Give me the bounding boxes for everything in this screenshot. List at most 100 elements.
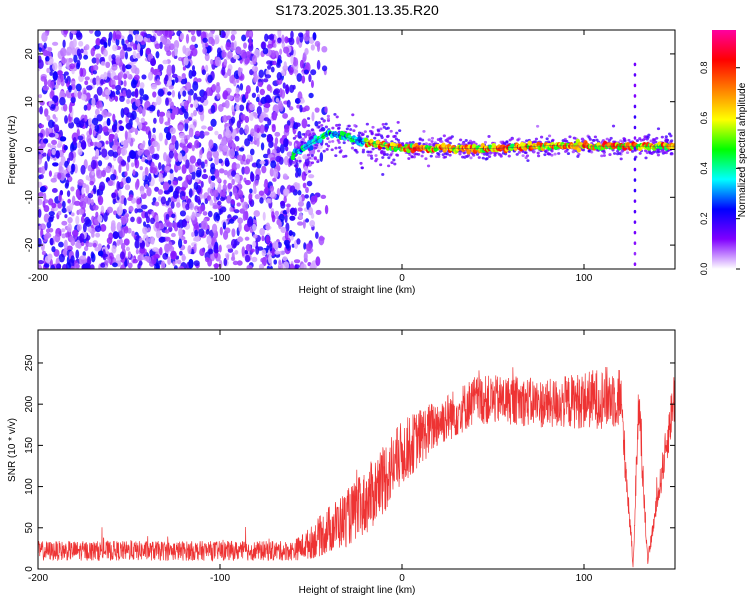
spectrogram-noise-cell xyxy=(204,42,209,48)
spectrogram-spread-cell xyxy=(331,139,335,143)
spectrogram-noise-cell xyxy=(139,87,145,97)
spectrogram-spread-cell xyxy=(352,129,356,133)
colorbar-strip xyxy=(712,30,736,269)
spectrogram-noise-cell xyxy=(271,112,277,121)
spectrogram-noise-cell xyxy=(113,75,120,81)
spectrogram-spread-cell xyxy=(306,124,311,127)
spectrogram-noise-cell xyxy=(270,160,277,169)
spectrogram-noise-cell xyxy=(68,151,74,162)
spectrogram-spread-cell xyxy=(651,150,656,154)
spectrogram-noise-cell xyxy=(244,236,250,241)
spectrogram-noise-cell xyxy=(264,74,272,79)
spectrogram-noise-cell xyxy=(64,214,68,219)
spectrogram-noise-cell xyxy=(248,193,253,201)
spectrogram-noise-cell xyxy=(199,204,206,212)
snr-xtick-label: -100 xyxy=(210,573,230,584)
spectrogram-spread-cell xyxy=(337,126,341,130)
spectrogram-noise-cell xyxy=(38,198,43,206)
spectrogram-noise-cell xyxy=(111,144,118,151)
spectrogram-spread-cell xyxy=(521,154,525,158)
spectrogram-noise-cell xyxy=(255,96,260,103)
colorbar-tick-label: 0.6 xyxy=(699,112,709,125)
spectrogram-noise-cell xyxy=(283,155,289,166)
spectrogram-spread-cell xyxy=(534,137,539,141)
spectrogram-noise-cell xyxy=(107,180,114,186)
spectrogram-noise-cell xyxy=(183,118,190,124)
spectrogram-spread-cell xyxy=(298,135,303,139)
spectrogram-noise-cell xyxy=(210,118,217,127)
spectrogram-noise-cell xyxy=(160,260,166,269)
spectrogram-noise-cell xyxy=(52,62,58,71)
spectrogram-noise-cell xyxy=(305,30,310,38)
spectrogram-noise-cell xyxy=(277,30,282,38)
spectrogram-noise-cell xyxy=(98,100,103,108)
spectrogram-spread-cell xyxy=(611,124,616,128)
spectrogram-noise-cell xyxy=(314,107,320,113)
spectrogram-noise-cell xyxy=(90,159,97,170)
spectrogram-noise-cell xyxy=(91,97,96,107)
spectrogram-noise-cell xyxy=(103,49,108,57)
spectrogram-noise-cell xyxy=(172,180,179,186)
spectrogram-noise-cell xyxy=(260,133,267,138)
spectrogram-noise-cell xyxy=(203,131,210,136)
spectrogram-spread-cell xyxy=(306,117,311,120)
spectrogram-noise-cell xyxy=(100,79,104,86)
spectrogram-noise-cell xyxy=(248,30,253,38)
spectrogram-noise-cell xyxy=(115,57,121,64)
spectrogram-noise-cell xyxy=(97,195,104,206)
spectrogram-noise-cell xyxy=(236,260,243,266)
spectrogram-ytick-label: 10 xyxy=(24,96,35,108)
spectrogram-noise-cell xyxy=(235,145,240,152)
spectrogram-noise-cell xyxy=(116,221,122,232)
spectrogram-noise-cell xyxy=(122,90,126,97)
spectrogram-noise-cell xyxy=(133,74,140,81)
spectrogram-noise-cell xyxy=(145,47,151,56)
spectrogram-noise-cell xyxy=(45,56,50,62)
spectrogram-noise-cell xyxy=(181,195,186,201)
spectrogram-noise-cell xyxy=(39,42,43,49)
spectrogram-spread-cell xyxy=(418,137,422,141)
spectrogram-noise-cell xyxy=(169,171,175,182)
spectrogram-noise-cell xyxy=(63,30,69,35)
spectrogram-spread-cell xyxy=(385,153,389,156)
spectrogram-spread-cell xyxy=(307,170,312,173)
spectrogram-noise-cell xyxy=(268,140,274,149)
spectrogram-noise-cell xyxy=(187,142,193,149)
spectrogram-noise-cell xyxy=(304,194,309,199)
spectrogram-noise-cell xyxy=(274,143,278,150)
spectrogram-noise-cell xyxy=(193,243,197,254)
spectrogram-noise-cell xyxy=(47,47,53,52)
spectrogram-noise-cell xyxy=(266,84,272,91)
spectrogram-noise-cell xyxy=(227,248,234,253)
spectrogram-noise-cell xyxy=(290,30,294,39)
snr-ytick-label: 250 xyxy=(24,354,35,371)
spectrogram-noise-cell xyxy=(134,67,140,76)
spectrogram-noise-cell xyxy=(240,113,246,121)
spectrogram-spread-cell xyxy=(563,150,568,153)
spectrogram-noise-cell xyxy=(93,184,97,195)
spectrogram-noise-cell xyxy=(226,254,230,261)
spectrogram-noise-cell xyxy=(48,198,54,206)
spectrogram-noise-cell xyxy=(222,115,228,123)
spectrogram-noise-cell xyxy=(96,37,101,46)
spectrogram-noise-cell xyxy=(249,112,254,121)
spectrogram-noise-cell xyxy=(246,154,251,160)
spectrogram-noise-cell xyxy=(48,132,56,138)
spectrogram-noise-cell xyxy=(239,83,244,91)
snr-ytick-label: 100 xyxy=(24,478,35,495)
spectrogram-noise-cell xyxy=(202,47,208,55)
spectrogram-noise-cell xyxy=(51,139,58,146)
spectrogram-spread-cell xyxy=(400,142,405,145)
spectrogram-spread-cell xyxy=(644,156,648,160)
spectrogram-spread-cell xyxy=(338,150,342,154)
spectrogram-noise-cell xyxy=(115,34,121,40)
spectrogram-spread-cell xyxy=(458,152,462,156)
spectrogram-noise-cell xyxy=(162,181,170,191)
spectrogram-noise-cell xyxy=(289,215,296,221)
spectrogram-spread-cell xyxy=(293,164,298,168)
spectrogram-noise-cell xyxy=(297,190,302,196)
spectrogram-spread-cell xyxy=(310,161,315,165)
spectrogram-noise-cell xyxy=(168,186,173,193)
spectrogram-noise-cell xyxy=(259,124,265,134)
spectrogram-noise-cell xyxy=(189,155,196,164)
